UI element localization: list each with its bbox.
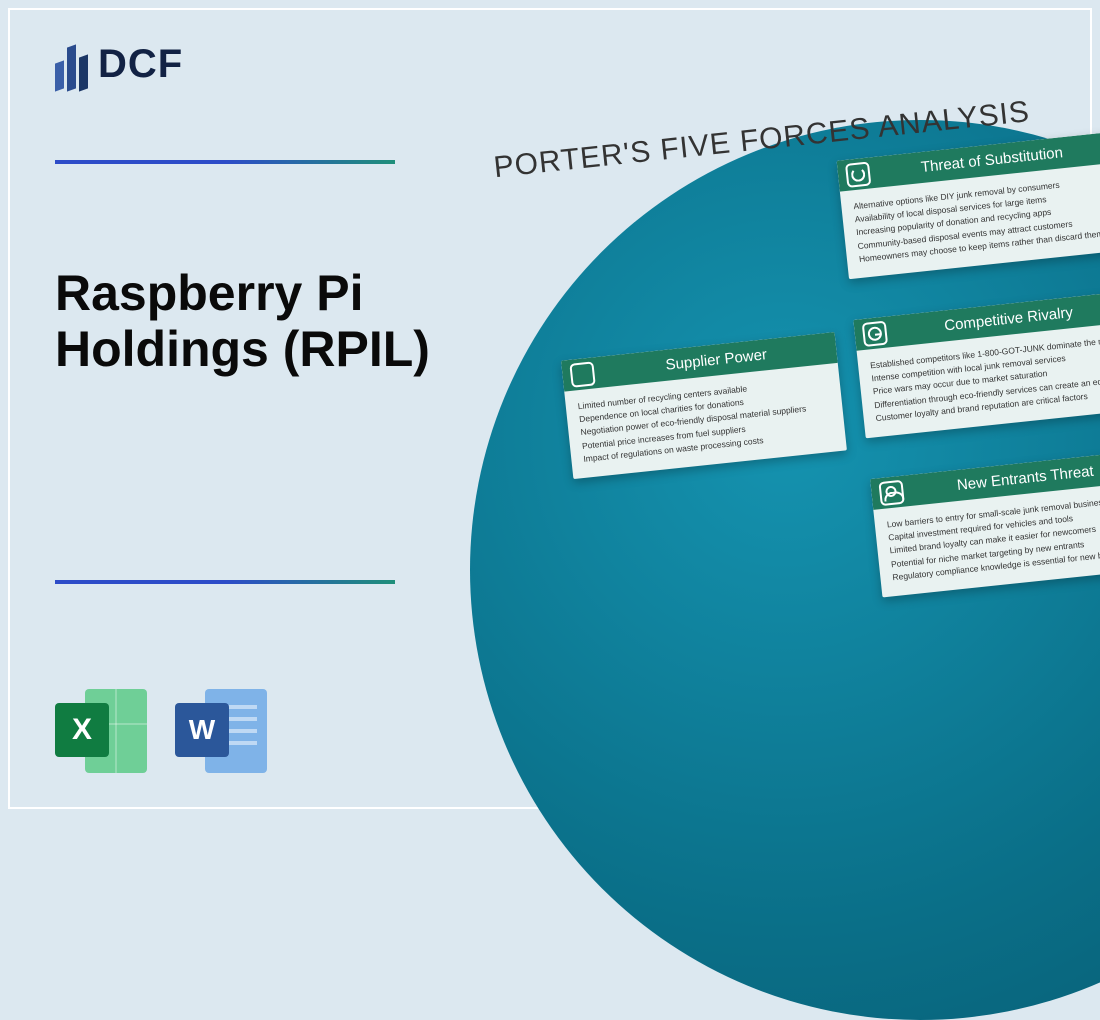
- refresh-icon: [845, 161, 871, 187]
- word-file-icon[interactable]: W: [175, 685, 267, 777]
- excel-file-icon[interactable]: X: [55, 685, 147, 777]
- card-rivalry: Competitive Rivalry Established competit…: [853, 291, 1100, 438]
- card-entrants: New Entrants Threat Low barriers to entr…: [870, 450, 1100, 597]
- word-letter: W: [175, 703, 229, 757]
- card-supplier: Supplier Power Limited number of recycli…: [561, 332, 847, 479]
- brand-logo: DCF: [55, 38, 183, 90]
- brand-name: DCF: [98, 42, 183, 87]
- card-title: Competitive Rivalry: [943, 304, 1073, 334]
- brand-logo-bars-icon: [55, 38, 88, 90]
- box-icon: [569, 361, 595, 387]
- clock-icon: [862, 320, 888, 346]
- divider-bottom: [55, 580, 395, 584]
- people-icon: [878, 479, 904, 505]
- divider-top: [55, 160, 395, 164]
- card-title: Supplier Power: [665, 346, 768, 374]
- company-title: Raspberry Pi Holdings (RPIL): [55, 265, 535, 377]
- analysis-cards: Threat of Substitution Alternative optio…: [533, 130, 1100, 730]
- file-icons-row: X W: [55, 685, 267, 777]
- excel-letter: X: [55, 703, 109, 757]
